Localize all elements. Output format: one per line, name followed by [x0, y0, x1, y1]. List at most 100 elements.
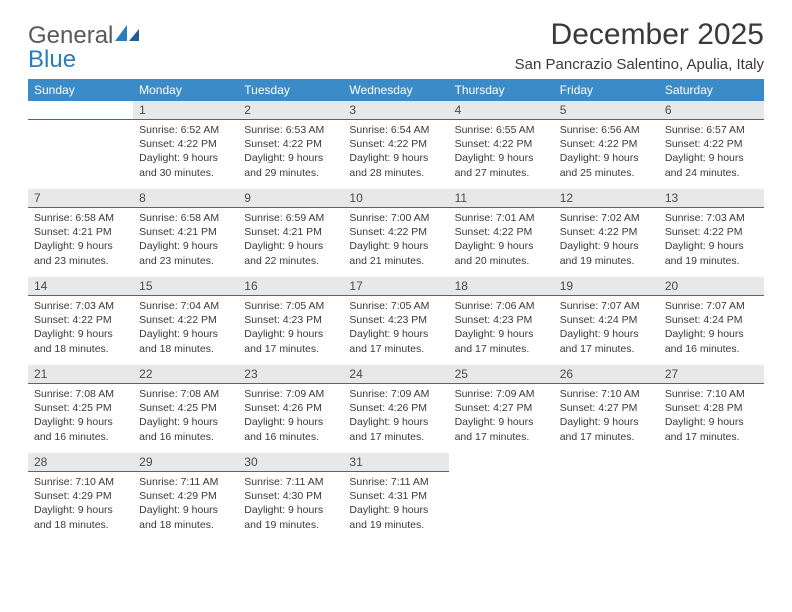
- daylight-line: Daylight: 9 hours and 19 minutes.: [560, 240, 639, 266]
- calendar-header: SundayMondayTuesdayWednesdayThursdayFrid…: [28, 79, 764, 101]
- day-header: Wednesday: [343, 79, 448, 101]
- sunrise-line: Sunrise: 6:57 AM: [665, 124, 745, 136]
- calendar-week: 28 Sunrise: 7:10 AM Sunset: 4:29 PM Dayligh…: [28, 453, 764, 541]
- day-number: 10: [343, 189, 448, 208]
- sunset-line: Sunset: 4:23 PM: [244, 314, 322, 326]
- day-content: Sunrise: 6:58 AMSunset: 4:21 PMDaylight:…: [133, 208, 238, 271]
- sunset-line: Sunset: 4:26 PM: [349, 402, 427, 414]
- day-content: Sunrise: 7:07 AMSunset: 4:24 PMDaylight:…: [554, 296, 659, 359]
- calendar-cell: 20Sunrise: 7:07 AMSunset: 4:24 PMDayligh…: [659, 277, 764, 365]
- calendar-week: 7Sunrise: 6:58 AMSunset: 4:21 PMDaylight…: [28, 189, 764, 277]
- sunrise-line: Sunrise: 6:58 AM: [34, 212, 114, 224]
- day-number: 22: [133, 365, 238, 384]
- day-number: 9: [238, 189, 343, 208]
- day-number: 8: [133, 189, 238, 208]
- calendar-cell: 1Sunrise: 6:52 AMSunset: 4:22 PMDaylight…: [133, 101, 238, 189]
- daylight-line: Daylight: 9 hours and 16 minutes.: [665, 328, 744, 354]
- sunset-line: Sunset: 4:21 PM: [139, 226, 217, 238]
- day-content: Sunrise: 6:52 AMSunset: 4:22 PMDaylight:…: [133, 120, 238, 183]
- day-number: 4: [449, 101, 554, 120]
- sunset-line: Sunset: 4:27 PM: [560, 402, 638, 414]
- calendar-cell: 31Sunrise: 7:11 AMSunset: 4:31 PMDayligh…: [343, 453, 448, 541]
- daylight-line: Daylight: 9 hours and 17 minutes.: [349, 328, 428, 354]
- day-number: 6: [659, 101, 764, 120]
- sunrise-line: Sunrise: 7:08 AM: [139, 388, 219, 400]
- sunrise-line: Sunrise: 6:52 AM: [139, 124, 219, 136]
- daylight-line: Daylight: 9 hours and 18 minutes.: [34, 328, 113, 354]
- sunset-line: Sunset: 4:29 PM: [34, 490, 112, 502]
- sunrise-line: Sunrise: 7:07 AM: [560, 300, 640, 312]
- day-number: 30: [238, 453, 343, 472]
- day-number: 2: [238, 101, 343, 120]
- calendar-week: 14Sunrise: 7:03 AMSunset: 4:22 PMDayligh…: [28, 277, 764, 365]
- day-header: Sunday: [28, 79, 133, 101]
- sunset-line: Sunset: 4:21 PM: [244, 226, 322, 238]
- calendar-week: 21Sunrise: 7:08 AMSunset: 4:25 PMDayligh…: [28, 365, 764, 453]
- sunset-line: Sunset: 4:22 PM: [455, 138, 533, 150]
- daylight-line: Daylight: 9 hours and 18 minutes.: [139, 328, 218, 354]
- sunrise-line: Sunrise: 7:09 AM: [244, 388, 324, 400]
- daylight-line: Daylight: 9 hours and 20 minutes.: [455, 240, 534, 266]
- day-content: Sunrise: 7:09 AMSunset: 4:26 PMDaylight:…: [343, 384, 448, 447]
- daylight-line: Daylight: 9 hours and 19 minutes.: [349, 504, 428, 530]
- daylight-line: Daylight: 9 hours and 17 minutes.: [244, 328, 323, 354]
- logo: General Blue: [28, 18, 141, 72]
- daylight-line: Daylight: 9 hours and 17 minutes.: [560, 416, 639, 442]
- daylight-line: Daylight: 9 hours and 17 minutes.: [665, 416, 744, 442]
- calendar-cell: 4Sunrise: 6:55 AMSunset: 4:22 PMDaylight…: [449, 101, 554, 189]
- day-content: Sunrise: 7:03 AMSunset: 4:22 PMDaylight:…: [659, 208, 764, 271]
- sunset-line: Sunset: 4:27 PM: [455, 402, 533, 414]
- day-content: Sunrise: 7:02 AMSunset: 4:22 PMDaylight:…: [554, 208, 659, 271]
- sunset-line: Sunset: 4:22 PM: [560, 226, 638, 238]
- sunrise-line: Sunrise: 7:00 AM: [349, 212, 429, 224]
- calendar-cell: 10Sunrise: 7:00 AMSunset: 4:22 PMDayligh…: [343, 189, 448, 277]
- logo-text-blue: Blue: [28, 46, 76, 73]
- day-number: 28: [28, 453, 133, 472]
- day-content: Sunrise: 7:00 AMSunset: 4:22 PMDaylight:…: [343, 208, 448, 271]
- calendar-cell: 7Sunrise: 6:58 AMSunset: 4:21 PMDaylight…: [28, 189, 133, 277]
- day-header: Saturday: [659, 79, 764, 101]
- calendar-cell: [659, 453, 764, 541]
- day-content: Sunrise: 7:09 AMSunset: 4:26 PMDaylight:…: [238, 384, 343, 447]
- day-number: 23: [238, 365, 343, 384]
- sunset-line: Sunset: 4:22 PM: [665, 138, 743, 150]
- daylight-line: Daylight: 9 hours and 19 minutes.: [244, 504, 323, 530]
- sunrise-line: Sunrise: 7:10 AM: [34, 476, 114, 488]
- sunset-line: Sunset: 4:23 PM: [349, 314, 427, 326]
- day-content: Sunrise: 6:56 AMSunset: 4:22 PMDaylight:…: [554, 120, 659, 183]
- day-number: 17: [343, 277, 448, 296]
- calendar-cell: 12Sunrise: 7:02 AMSunset: 4:22 PMDayligh…: [554, 189, 659, 277]
- sunset-line: Sunset: 4:25 PM: [139, 402, 217, 414]
- daylight-line: Daylight: 9 hours and 17 minutes.: [455, 328, 534, 354]
- day-number: 27: [659, 365, 764, 384]
- day-content: Sunrise: 7:03 AMSunset: 4:22 PMDaylight:…: [28, 296, 133, 359]
- sunrise-line: Sunrise: 6:54 AM: [349, 124, 429, 136]
- calendar-cell: 19Sunrise: 7:07 AMSunset: 4:24 PMDayligh…: [554, 277, 659, 365]
- location-text: San Pancrazio Salentino, Apulia, Italy: [515, 56, 764, 73]
- logo-text: General Blue: [28, 24, 141, 72]
- day-number: 19: [554, 277, 659, 296]
- calendar-cell: 30Sunrise: 7:11 AMSunset: 4:30 PMDayligh…: [238, 453, 343, 541]
- header: General Blue December 2025 San Pancrazio…: [28, 18, 764, 73]
- sunrise-line: Sunrise: 7:06 AM: [455, 300, 535, 312]
- day-number: 1: [133, 101, 238, 120]
- day-content: Sunrise: 6:53 AMSunset: 4:22 PMDaylight:…: [238, 120, 343, 183]
- day-number: 11: [449, 189, 554, 208]
- calendar-week: 1Sunrise: 6:52 AMSunset: 4:22 PMDaylight…: [28, 101, 764, 189]
- day-content: Sunrise: 7:07 AMSunset: 4:24 PMDaylight:…: [659, 296, 764, 359]
- day-content: Sunrise: 6:59 AMSunset: 4:21 PMDaylight:…: [238, 208, 343, 271]
- calendar-cell: 18Sunrise: 7:06 AMSunset: 4:23 PMDayligh…: [449, 277, 554, 365]
- day-number: 20: [659, 277, 764, 296]
- day-content: Sunrise: 6:54 AMSunset: 4:22 PMDaylight:…: [343, 120, 448, 183]
- calendar-cell: [554, 453, 659, 541]
- calendar-cell: 25Sunrise: 7:09 AMSunset: 4:27 PMDayligh…: [449, 365, 554, 453]
- calendar-cell: 17Sunrise: 7:05 AMSunset: 4:23 PMDayligh…: [343, 277, 448, 365]
- title-block: December 2025 San Pancrazio Salentino, A…: [515, 18, 764, 73]
- day-content: Sunrise: 7:08 AMSunset: 4:25 PMDaylight:…: [133, 384, 238, 447]
- calendar-cell: 21Sunrise: 7:08 AMSunset: 4:25 PMDayligh…: [28, 365, 133, 453]
- sunset-line: Sunset: 4:21 PM: [34, 226, 112, 238]
- day-number: 13: [659, 189, 764, 208]
- day-content: Sunrise: 7:01 AMSunset: 4:22 PMDaylight:…: [449, 208, 554, 271]
- sunset-line: Sunset: 4:23 PM: [455, 314, 533, 326]
- sunset-line: Sunset: 4:31 PM: [349, 490, 427, 502]
